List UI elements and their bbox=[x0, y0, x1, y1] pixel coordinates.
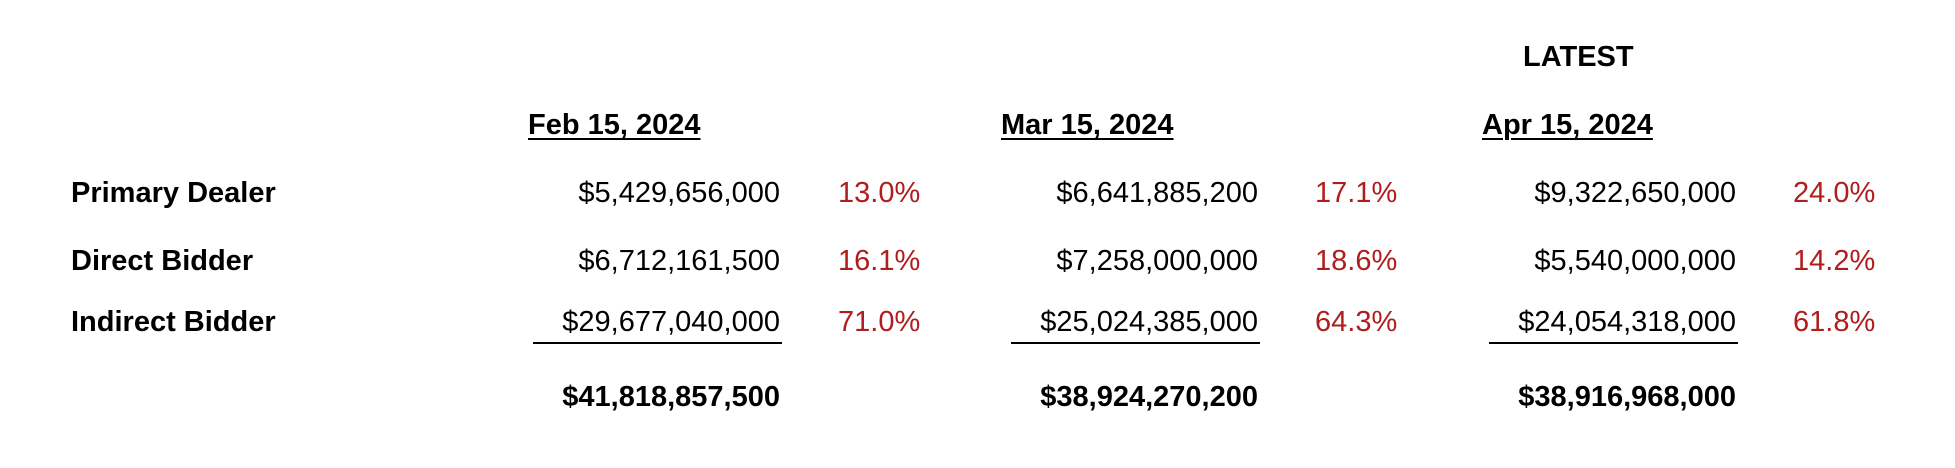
percent-cell: 71.0% bbox=[838, 306, 921, 338]
subtotal-rule bbox=[1489, 342, 1738, 344]
percent-cell: 14.2% bbox=[1793, 245, 1876, 277]
percent-cell: 13.0% bbox=[838, 177, 921, 209]
percent-cell: 64.3% bbox=[1315, 306, 1398, 338]
percent-cell: 61.8% bbox=[1793, 306, 1876, 338]
column-header-date: Mar 15, 2024 bbox=[1001, 109, 1174, 141]
percent-cell: 18.6% bbox=[1315, 245, 1398, 277]
amount-cell: $9,322,650,000 bbox=[1534, 177, 1736, 209]
amount-cell: $24,054,318,000 bbox=[1518, 306, 1736, 338]
amount-cell: $5,540,000,000 bbox=[1534, 245, 1736, 277]
column-header-date: Feb 15, 2024 bbox=[528, 109, 701, 141]
subtotal-rule bbox=[1011, 342, 1260, 344]
column-header-date: Apr 15, 2024 bbox=[1482, 109, 1653, 141]
amount-cell: $5,429,656,000 bbox=[578, 177, 780, 209]
row-label-primary-dealer: Primary Dealer bbox=[71, 177, 276, 209]
latest-label: LATEST bbox=[1523, 41, 1634, 73]
percent-cell: 17.1% bbox=[1315, 177, 1398, 209]
subtotal-rule bbox=[533, 342, 782, 344]
row-label-indirect-bidder: Indirect Bidder bbox=[71, 306, 276, 338]
row-label-direct-bidder: Direct Bidder bbox=[71, 245, 254, 277]
amount-cell: $7,258,000,000 bbox=[1056, 245, 1258, 277]
amount-cell: $29,677,040,000 bbox=[562, 306, 780, 338]
total-cell: $38,916,968,000 bbox=[1518, 381, 1736, 413]
percent-cell: 16.1% bbox=[838, 245, 921, 277]
amount-cell: $6,712,161,500 bbox=[578, 245, 780, 277]
total-cell: $41,818,857,500 bbox=[562, 381, 780, 413]
total-cell: $38,924,270,200 bbox=[1040, 381, 1258, 413]
amount-cell: $25,024,385,000 bbox=[1040, 306, 1258, 338]
amount-cell: $6,641,885,200 bbox=[1056, 177, 1258, 209]
percent-cell: 24.0% bbox=[1793, 177, 1876, 209]
